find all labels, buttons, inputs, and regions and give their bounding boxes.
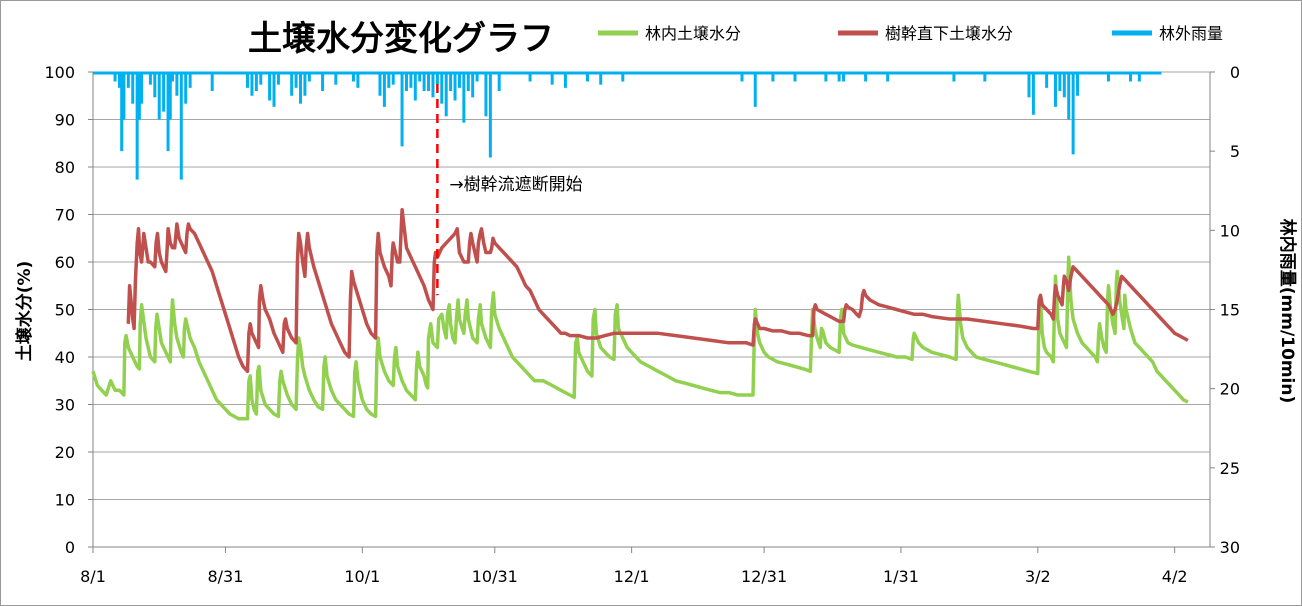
series-line-trunk-soil [126, 208, 1189, 374]
x-tick-label: 3/2 [1025, 567, 1051, 586]
y-tick-label: 80 [55, 158, 75, 177]
y-tick-label: 10 [55, 491, 75, 510]
annotation: →樹幹流遮断開始 [436, 84, 583, 296]
rain-series [93, 71, 1162, 180]
x-tick-label: 4/2 [1162, 567, 1188, 586]
series-line-forest-soil [91, 255, 1189, 421]
y-tick-label: 100 [44, 63, 75, 82]
x-tick-label: 10/31 [472, 567, 518, 586]
y2-axis-title: 林内雨量(mm/10min) [1277, 219, 1298, 403]
y-tick-label: 50 [55, 301, 75, 320]
y2-tick-label: 20 [1220, 380, 1240, 399]
x-tick-label: 8/1 [80, 567, 106, 586]
y-tick-label: 90 [55, 111, 75, 130]
x-tick-label: 10/1 [344, 567, 380, 586]
y2-tick-label: 30 [1220, 538, 1240, 557]
legend-label: 樹幹直下土壌水分 [885, 24, 1013, 43]
y2-tick-label: 10 [1220, 221, 1240, 240]
y-axis-title: 土壌水分(%) [14, 261, 35, 362]
y2-tick-label: 5 [1230, 142, 1240, 161]
y-tick-label: 40 [55, 348, 75, 367]
axes: 0 10 20 30 40 50 60 70 80 90 100 0 5 10 15 20 25 30 8/1 8/3… [44, 63, 1240, 586]
y-tick-label: 20 [55, 443, 75, 462]
y-tick-label: 30 [55, 396, 75, 415]
y2-tick-label: 0 [1230, 63, 1240, 82]
x-tick-label: 1/31 [883, 567, 919, 586]
soil-moisture-series [91, 208, 1189, 421]
y-tick-label: 60 [55, 253, 75, 272]
annotation-label: →樹幹流遮断開始 [449, 174, 582, 195]
legend: 林内土壌水分 樹幹直下土壌水分 林外雨量 [598, 24, 1223, 43]
x-tick-label: 12/1 [614, 567, 650, 586]
y-tick-label: 0 [65, 538, 75, 557]
y2-tick-label: 15 [1220, 301, 1240, 320]
legend-label: 林内土壌水分 [645, 24, 741, 43]
y-tick-label: 70 [55, 206, 75, 225]
x-tick-label: 8/31 [207, 567, 243, 586]
x-tick-label: 12/31 [741, 567, 787, 586]
y2-tick-label: 25 [1220, 459, 1240, 478]
legend-label: 林外雨量 [1159, 24, 1223, 43]
chart-title: 土壌水分変化グラフ [248, 19, 554, 59]
